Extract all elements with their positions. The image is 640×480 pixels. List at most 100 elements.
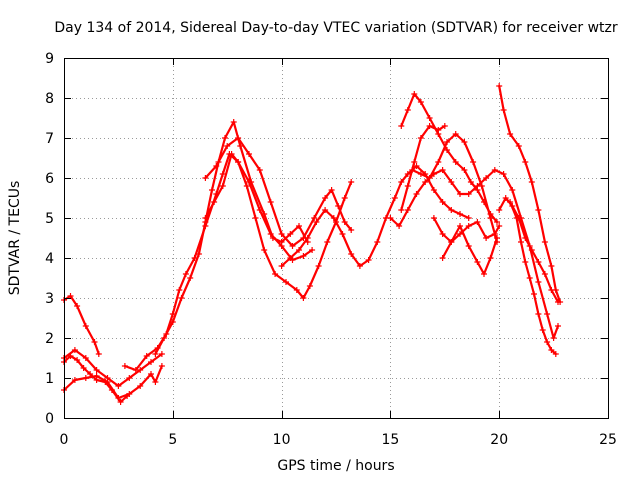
data-point	[330, 215, 337, 221]
data-point	[187, 275, 194, 281]
data-point	[457, 223, 463, 229]
data-point	[465, 215, 472, 221]
data-point	[71, 347, 78, 353]
data-point	[102, 379, 109, 385]
data-point	[365, 257, 372, 263]
series-track-16	[496, 83, 564, 305]
data-point	[71, 377, 78, 383]
data-point	[322, 195, 329, 201]
data-point	[124, 393, 131, 399]
data-point	[222, 135, 228, 141]
data-point	[328, 187, 335, 193]
data-point	[457, 191, 463, 197]
x-axis-label: GPS time / hours	[277, 458, 394, 474]
data-point	[74, 357, 81, 363]
data-point	[398, 207, 405, 213]
data-point	[528, 247, 535, 253]
data-point	[535, 207, 542, 213]
data-point	[500, 107, 507, 113]
data-point	[555, 323, 561, 329]
data-point	[496, 207, 503, 213]
plot-frame	[64, 58, 609, 419]
data-point	[457, 211, 463, 217]
data-point	[121, 363, 128, 369]
data-point	[248, 179, 255, 185]
data-point	[195, 251, 202, 257]
data-point	[235, 159, 242, 165]
data-point	[93, 377, 100, 383]
data-point	[439, 167, 446, 173]
y-tick-label: 9	[45, 51, 54, 67]
data-point	[304, 235, 311, 241]
y-tick-label: 0	[45, 411, 54, 427]
data-point	[496, 83, 503, 89]
data-point	[296, 247, 302, 253]
data-point	[296, 223, 302, 229]
data-point	[283, 279, 289, 285]
data-point	[211, 199, 218, 205]
y-tick-label: 4	[45, 251, 54, 267]
data-point	[426, 115, 433, 121]
series-track-15	[439, 223, 500, 277]
y-tick-label: 1	[45, 371, 54, 387]
data-point	[452, 131, 459, 137]
data-point	[448, 207, 455, 213]
series-track-11	[398, 91, 500, 225]
data-point	[148, 359, 154, 365]
data-point	[209, 187, 215, 193]
data-point	[413, 191, 420, 197]
series-track	[204, 152, 353, 300]
data-point	[293, 287, 300, 293]
data-point	[422, 179, 429, 185]
data-point	[461, 167, 468, 173]
data-point	[426, 123, 433, 129]
series-track	[62, 294, 100, 356]
y-tick-label: 2	[45, 331, 54, 347]
data-point	[158, 363, 165, 369]
data-point	[322, 207, 329, 213]
data-point	[526, 275, 533, 281]
data-point	[435, 127, 442, 133]
data-point	[335, 203, 342, 209]
series-track-9	[278, 163, 472, 269]
data-point	[256, 167, 263, 173]
data-point	[539, 327, 546, 333]
data-point	[278, 263, 285, 269]
data-point	[309, 247, 316, 253]
data-point	[528, 179, 535, 185]
data-point	[202, 215, 209, 221]
data-point	[491, 167, 498, 173]
data-point	[182, 271, 189, 277]
data-point	[441, 123, 448, 129]
data-point	[356, 263, 363, 269]
data-point	[152, 351, 159, 357]
data-point	[509, 203, 516, 209]
data-point	[500, 171, 507, 177]
x-tick-label: 20	[490, 432, 508, 448]
data-point	[235, 135, 242, 141]
data-point	[246, 151, 252, 157]
data-series	[61, 83, 564, 405]
data-point	[417, 135, 424, 141]
data-point	[522, 259, 529, 265]
data-point	[518, 239, 524, 245]
data-point	[169, 319, 176, 325]
data-point	[444, 139, 450, 145]
data-point	[261, 247, 268, 253]
data-point	[287, 255, 294, 261]
x-tick-label: 10	[273, 432, 291, 448]
data-point	[467, 179, 474, 185]
data-point	[481, 271, 487, 277]
data-point	[300, 253, 307, 259]
series-track-12	[398, 123, 448, 213]
data-point	[152, 379, 159, 385]
axis-ticks: 0 5 10 15 20 25 0 1 2 3 4 5 6 7 8 9	[45, 51, 617, 448]
series-track	[498, 196, 560, 304]
data-point	[452, 159, 459, 165]
data-point	[315, 263, 322, 269]
data-point	[522, 235, 529, 241]
data-point	[126, 375, 133, 381]
data-point	[74, 303, 81, 309]
series-track-18	[496, 195, 561, 305]
